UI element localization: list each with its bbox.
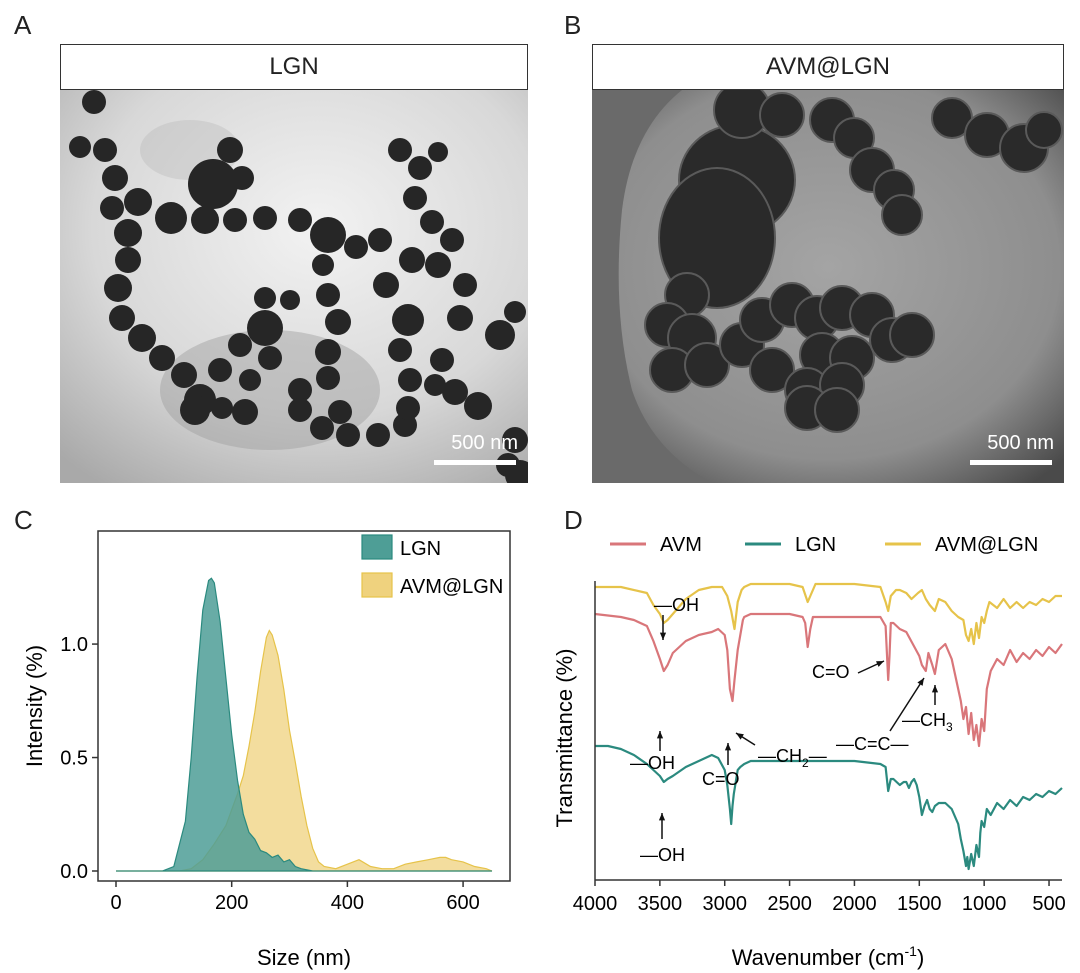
- annot-co-2-arrow-head: [876, 661, 884, 667]
- panel-label-d: D: [564, 505, 583, 535]
- annot-co-1-arrow-head: [724, 743, 732, 751]
- scale-bar-lgn: [434, 460, 516, 465]
- legend-label-lgn: LGN: [795, 534, 836, 556]
- tem-title-lgn: LGN: [60, 44, 528, 90]
- annot-oh-mid-arrow-head: [656, 731, 664, 739]
- annot-ch2-arrow-head: [736, 733, 744, 740]
- annot-oh-top: —OH: [654, 595, 699, 615]
- annot-oh-bottom: —OH: [640, 845, 685, 865]
- size-distribution-chart: 0 200 400 600 0.0 0.5 1.0 LGN AVM@LGN Size (nm)…: [22, 530, 511, 970]
- annot-cc: —C=C—: [836, 734, 909, 754]
- annot-cc-arrow-head: [917, 678, 924, 686]
- x-tick-label: 4000: [573, 893, 618, 915]
- annot-oh-mid: —OH: [630, 753, 675, 773]
- ftir-line-avm-lgn: [595, 582, 1062, 646]
- x-tick-label: 500: [1032, 893, 1065, 915]
- annot-co-1: C=O: [702, 769, 740, 789]
- panel-label-c: C: [14, 505, 33, 535]
- series-avm-lgn: [116, 629, 493, 872]
- annot-ch3-arrow-head: [931, 685, 939, 693]
- chart-d-annotations: —OH —OH —OH C=O —CH2— C=O —C=C——CH3: [630, 595, 953, 865]
- legend-label-avm-lgn: AVM@LGN: [400, 576, 503, 598]
- scale-text-lgn: 500 nm: [451, 432, 518, 454]
- x-tick-label: 400: [331, 892, 364, 914]
- tem-particles-lgn: [60, 90, 528, 483]
- series-lgn: [116, 577, 492, 872]
- chart-c-xlabel: Size (nm): [257, 945, 351, 970]
- x-tick-label: 3000: [702, 893, 747, 915]
- chart-c-frame: [97, 530, 511, 882]
- chart-c-legend: LGN AVM@LGN: [361, 534, 503, 598]
- tem-particles-avm-lgn: [592, 90, 1064, 483]
- y-tick-label: 1.0: [60, 634, 88, 656]
- panel-label-a: A: [14, 10, 32, 40]
- x-tick-label: 2000: [832, 893, 877, 915]
- tem-image-lgn: 500 nm: [60, 90, 528, 483]
- chart-d-ylabel: Transmittance (%): [552, 649, 577, 828]
- x-tick-label: 200: [215, 892, 248, 914]
- annot-co-2: C=O: [812, 662, 850, 682]
- y-tick-label: 0.0: [60, 861, 88, 883]
- scale-text-avm-lgn: 500 nm: [987, 432, 1054, 454]
- annot-oh-top-arrow-head: [659, 632, 667, 640]
- panel-label-b: B: [564, 10, 582, 40]
- y-tick-label: 0.5: [60, 748, 88, 770]
- annot-ch3: —CH3: [902, 710, 953, 734]
- annot-ch2: —CH2—: [758, 746, 827, 770]
- tem-title-avm-lgn: AVM@LGN: [592, 44, 1064, 90]
- annot-cc-arrow: [889, 677, 925, 732]
- ftir-line-lgn: [595, 744, 1063, 871]
- legend-label-lgn: LGN: [400, 538, 441, 560]
- chart-c-ylabel: Intensity (%): [22, 645, 47, 767]
- x-tick-label: 1000: [962, 893, 1007, 915]
- scale-bar-avm-lgn: [970, 460, 1052, 465]
- ftir-line-avm: [594, 612, 1063, 748]
- legend-label-avm: AVM: [660, 534, 702, 556]
- chart-d-legend: AVM LGN AVM@LGN: [610, 534, 1038, 556]
- legend-swatch-avm-lgn: [361, 572, 393, 598]
- legend-label-avm-lgn: AVM@LGN: [935, 534, 1038, 556]
- x-tick-label: 0: [110, 892, 121, 914]
- x-tick-label: 600: [446, 892, 479, 914]
- annot-oh-bottom-arrow-head: [658, 813, 666, 821]
- x-tick-label: 3500: [638, 893, 683, 915]
- legend-swatch-lgn: [361, 534, 393, 560]
- chart-d-xlabel: Wavenumber (cm-1): [732, 943, 925, 970]
- ftir-chart: AVM LGN AVM@LGN 4000 3500 3000 2500 2000 1500 10…: [552, 534, 1066, 970]
- x-tick-label: 2500: [767, 893, 812, 915]
- x-tick-label: 1500: [897, 893, 942, 915]
- tem-image-avm-lgn: 500 nm: [592, 90, 1064, 483]
